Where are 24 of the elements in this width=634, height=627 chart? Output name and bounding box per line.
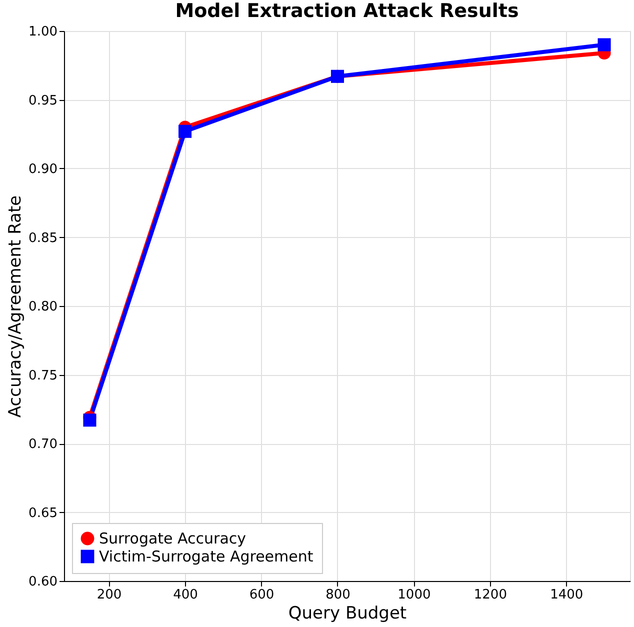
y-axis-title: Accuracy/Agreement Rate [6,195,26,418]
x-tick-label: 200 [96,588,122,602]
x-tick-label: 1000 [398,588,431,602]
legend-label: Victim-Surrogate Agreement [99,548,314,566]
legend-label: Surrogate Accuracy [99,530,246,548]
y-tick-label: 0.80 [28,300,58,314]
point [83,414,96,427]
y-tick-label: 0.95 [28,93,58,108]
y-tick-label: 0.60 [28,574,58,590]
x-axis-title: Query Budget [288,604,407,624]
x-tick-label: 1400 [550,588,584,602]
y-tick-label: 0.65 [28,506,58,521]
point [598,38,611,52]
y-tick-label: 0.90 [28,162,58,177]
x-tick-label: 800 [326,588,350,602]
y-tick-label: 0.70 [28,437,58,452]
y-tick-label: 0.75 [28,368,58,384]
y-tick-label: 1.00 [28,24,58,40]
point [178,124,192,138]
x-tick-label: 400 [173,588,198,602]
y-tick-label: 0.85 [28,230,58,246]
chart-title: Model Extraction Attack Results [175,0,519,22]
x-tick-label: 1200 [474,588,507,602]
x-tick-label: 600 [249,588,274,602]
